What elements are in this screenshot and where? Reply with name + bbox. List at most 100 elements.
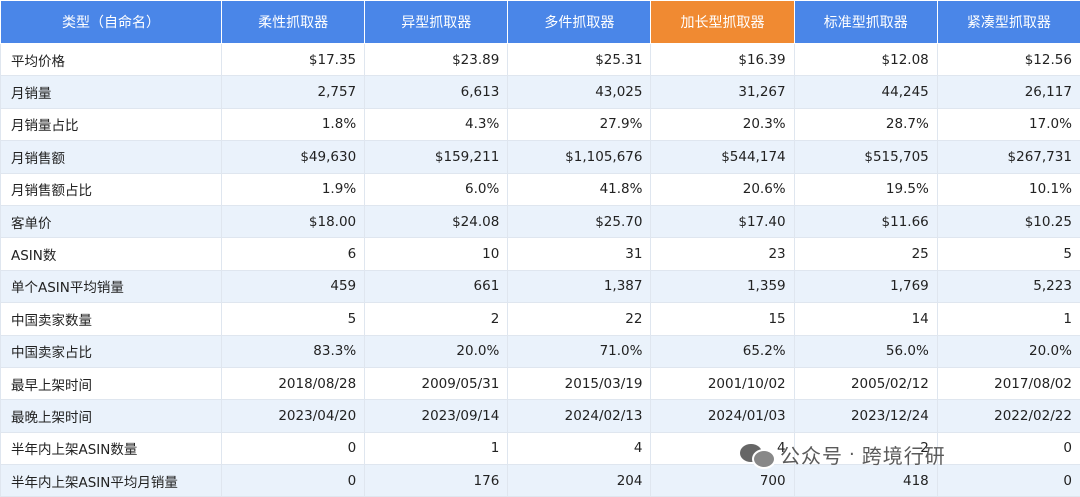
table-cell: $159,211	[365, 141, 508, 173]
table-cell: 2	[365, 303, 508, 335]
table-cell: 5	[222, 303, 365, 335]
table-cell: 23	[651, 238, 794, 270]
table-row: 月销售额$49,630$159,211$1,105,676$544,174$51…	[1, 141, 1080, 173]
table-cell: $1,105,676	[508, 141, 651, 173]
table-cell: 2017/08/02	[937, 367, 1080, 399]
table-cell: 2023/04/20	[222, 400, 365, 432]
table-cell: 1,359	[651, 270, 794, 302]
header-cell-flexible: 柔性抓取器	[222, 1, 365, 44]
table-cell: 31	[508, 238, 651, 270]
table-cell: 83.3%	[222, 335, 365, 367]
header-cell-special: 异型抓取器	[365, 1, 508, 44]
table-row: 平均价格$17.35$23.89$25.31$16.39$12.08$12.56	[1, 44, 1080, 76]
watermark-name: 跨境行研	[862, 440, 946, 469]
table-cell: 25	[794, 238, 937, 270]
table-cell: 6,613	[365, 76, 508, 108]
row-label: 客单价	[1, 205, 222, 237]
table-cell: 22	[508, 303, 651, 335]
table-cell: 56.0%	[794, 335, 937, 367]
table-cell: $23.89	[365, 44, 508, 76]
table-cell: 204	[508, 465, 651, 497]
table-cell: 1	[365, 432, 508, 464]
row-label: 单个ASIN平均销量	[1, 270, 222, 302]
table-cell: $544,174	[651, 141, 794, 173]
table-cell: 19.5%	[794, 173, 937, 205]
table-cell: 26,117	[937, 76, 1080, 108]
table-cell: $11.66	[794, 205, 937, 237]
table-cell: $18.00	[222, 205, 365, 237]
table-cell: 0	[937, 465, 1080, 497]
table-cell: 459	[222, 270, 365, 302]
row-label: 中国卖家占比	[1, 335, 222, 367]
table-cell: 1,387	[508, 270, 651, 302]
table-cell: 17.0%	[937, 108, 1080, 140]
table-cell: $515,705	[794, 141, 937, 173]
table-cell: 0	[222, 432, 365, 464]
table-cell: 4	[508, 432, 651, 464]
row-label: 最晚上架时间	[1, 400, 222, 432]
row-label: 最早上架时间	[1, 367, 222, 399]
table-cell: 28.7%	[794, 108, 937, 140]
table-cell: 176	[365, 465, 508, 497]
table-cell: 1.9%	[222, 173, 365, 205]
table-cell: 2018/08/28	[222, 367, 365, 399]
table-cell: 43,025	[508, 76, 651, 108]
table-cell: 2001/10/02	[651, 367, 794, 399]
table-cell: 2005/02/12	[794, 367, 937, 399]
row-label: 月销量占比	[1, 108, 222, 140]
table-cell: 6.0%	[365, 173, 508, 205]
header-cell-standard: 标准型抓取器	[794, 1, 937, 44]
table-cell: $25.31	[508, 44, 651, 76]
table-cell: 15	[651, 303, 794, 335]
header-cell-multi: 多件抓取器	[508, 1, 651, 44]
header-cell-compact: 紧凑型抓取器	[937, 1, 1080, 44]
table-cell: 10	[365, 238, 508, 270]
table-cell: 31,267	[651, 76, 794, 108]
table-cell: 5	[937, 238, 1080, 270]
table-cell: 4.3%	[365, 108, 508, 140]
header-row: 类型（自命名） 柔性抓取器 异型抓取器 多件抓取器 加长型抓取器 标准型抓取器 …	[1, 1, 1080, 44]
row-label: 月销量	[1, 76, 222, 108]
table-cell: 71.0%	[508, 335, 651, 367]
table-cell: $10.25	[937, 205, 1080, 237]
row-label: 平均价格	[1, 44, 222, 76]
table-cell: $267,731	[937, 141, 1080, 173]
table-cell: 10.1%	[937, 173, 1080, 205]
table-cell: 20.6%	[651, 173, 794, 205]
table-cell: 2024/01/03	[651, 400, 794, 432]
table-cell: 6	[222, 238, 365, 270]
table-cell: 1	[937, 303, 1080, 335]
table-cell: 5,223	[937, 270, 1080, 302]
table-cell: 1,769	[794, 270, 937, 302]
row-label: ASIN数	[1, 238, 222, 270]
row-label: 半年内上架ASIN平均月销量	[1, 465, 222, 497]
table-cell: $17.40	[651, 205, 794, 237]
table-cell: 0	[222, 465, 365, 497]
table-cell: $17.35	[222, 44, 365, 76]
table-cell: 2023/09/14	[365, 400, 508, 432]
table-cell: $24.08	[365, 205, 508, 237]
table-cell: 41.8%	[508, 173, 651, 205]
watermark: 公众号 · 跨境行研	[740, 436, 946, 472]
watermark-text: 公众号	[780, 440, 843, 469]
table-cell: $25.70	[508, 205, 651, 237]
table-cell: 2009/05/31	[365, 367, 508, 399]
table-cell: 44,245	[794, 76, 937, 108]
table-cell: $49,630	[222, 141, 365, 173]
wechat-icon	[740, 440, 774, 468]
table-cell: 2015/03/19	[508, 367, 651, 399]
table-row: 客单价$18.00$24.08$25.70$17.40$11.66$10.25	[1, 205, 1080, 237]
watermark-dot: ·	[849, 444, 856, 465]
header-cell-type: 类型（自命名）	[1, 1, 222, 44]
table-cell: 0	[937, 432, 1080, 464]
row-label: 月销售额占比	[1, 173, 222, 205]
table-cell: $16.39	[651, 44, 794, 76]
